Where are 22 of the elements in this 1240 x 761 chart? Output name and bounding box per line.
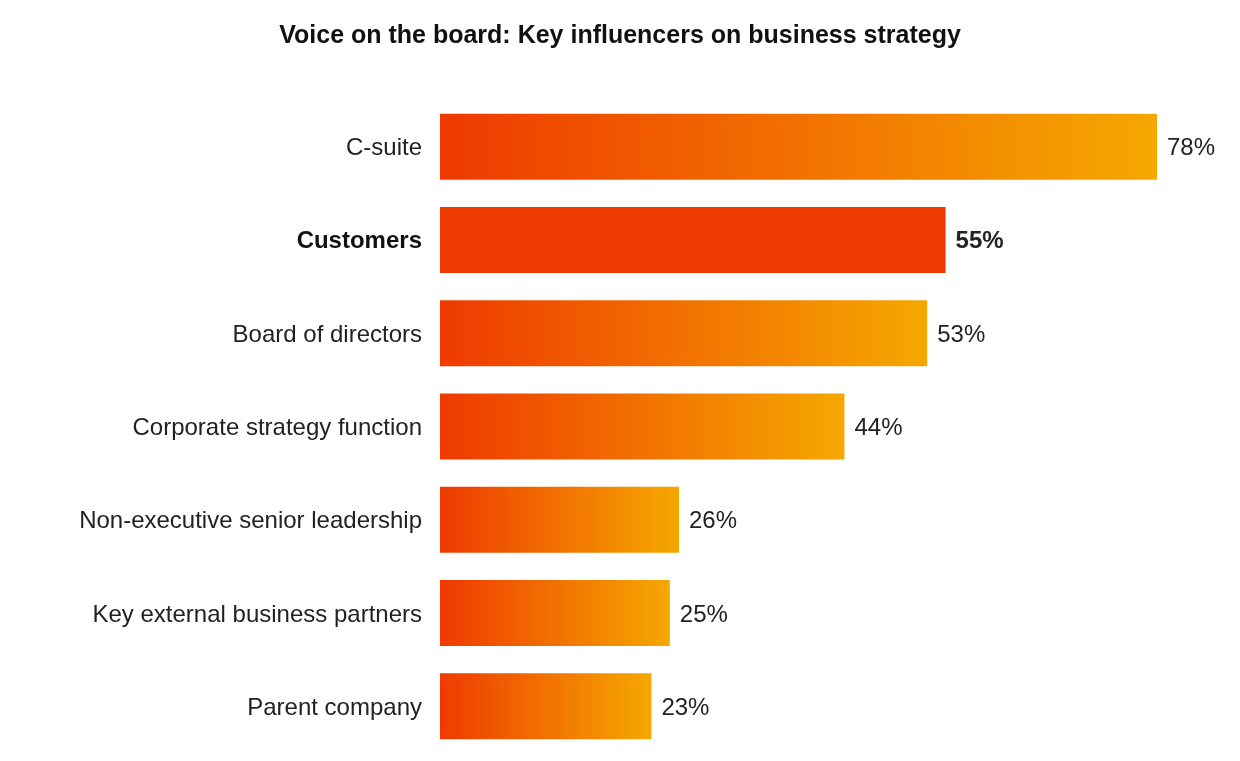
y-tick-label: Key external business partners — [92, 599, 422, 627]
y-tick-label: Parent company — [247, 692, 422, 720]
bar — [440, 673, 652, 740]
bar — [440, 393, 845, 460]
chart-title: Voice on the board: Key influencers on business strategy — [279, 19, 961, 48]
y-tick-label: Board of directors — [232, 319, 422, 347]
bar — [440, 113, 1157, 180]
data-label: 25% — [679, 599, 728, 627]
bar — [440, 300, 928, 367]
data-label: 23% — [661, 692, 710, 720]
y-tick-label: Corporate strategy function — [132, 413, 422, 440]
bar — [440, 486, 679, 553]
data-label: 44% — [854, 413, 903, 440]
data-label: 78% — [1167, 133, 1216, 161]
bar — [440, 206, 946, 273]
y-tick-label: Customers — [296, 226, 422, 254]
data-label: 53% — [937, 319, 986, 347]
bar — [440, 580, 670, 647]
y-tick-label: Non-executive senior leadership — [79, 506, 422, 534]
y-tick-label: C-suite — [345, 133, 422, 161]
data-label: 55% — [955, 226, 1004, 254]
data-label: 26% — [689, 506, 738, 534]
